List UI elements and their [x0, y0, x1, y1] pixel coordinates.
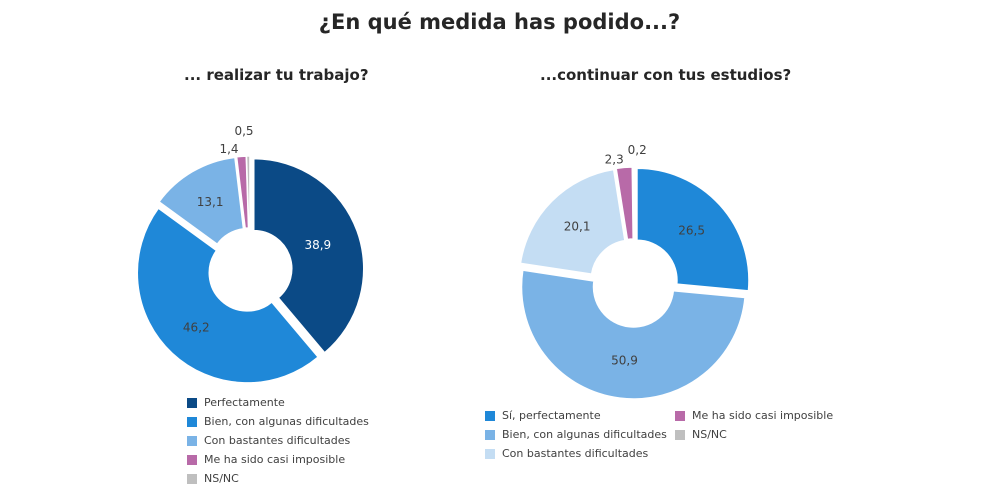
chart-1-slice-3 — [157, 156, 245, 246]
legend-item: Me ha sido casi imposible — [187, 450, 369, 469]
legend-label: Me ha sido casi imposible — [204, 453, 346, 466]
chart-1-legend: Perfectamente Bien, con algunas dificulta… — [187, 393, 369, 488]
legend-swatch — [485, 429, 495, 440]
chart-1-slice-2 — [136, 207, 320, 384]
chart-2-data-label-2: 50,9 — [611, 353, 638, 367]
legend-swatch — [187, 416, 197, 427]
chart-2-slice-2 — [520, 269, 746, 400]
chart-2-title: ...continuar con tus estudios? — [540, 66, 792, 84]
chart-2-data-label-4: 2,3 — [605, 152, 624, 166]
chart-1-title: ... realizar tu trabajo? — [184, 66, 369, 84]
chart-2-slice-5 — [631, 166, 635, 240]
chart-1-data-label-3: 13,1 — [197, 195, 224, 209]
chart-1-slice-1 — [253, 157, 365, 354]
legend-swatch — [485, 448, 495, 459]
legend-label: NS/NC — [692, 428, 727, 441]
legend-label: Con bastantes dificultades — [502, 447, 649, 460]
legend-item: Bien, con algunas dificultades — [187, 412, 369, 431]
legend-item: Con bastantes dificultades — [187, 431, 369, 450]
legend-label: Bien, con algunas dificultades — [502, 428, 667, 441]
chart-2-legend: Sí, perfectamente Me ha sido casi imposib… — [485, 406, 885, 463]
legend-item: NS/NC — [187, 469, 369, 488]
chart-2-data-label-3: 20,1 — [564, 219, 591, 233]
legend-swatch — [187, 473, 197, 484]
legend-item: Sí, perfectamente — [485, 406, 675, 425]
main-title: ¿En qué medida has podido...? — [318, 10, 681, 34]
legend-label: NS/NC — [204, 472, 239, 485]
legend-label: Me ha sido casi imposible — [692, 409, 834, 422]
chart-2-slice-3 — [519, 168, 626, 276]
legend-swatch — [675, 429, 685, 440]
legend-swatch — [187, 397, 197, 408]
legend-swatch — [675, 410, 685, 421]
legend-swatch — [187, 435, 197, 446]
legend-label: Perfectamente — [204, 396, 285, 409]
legend-item: NS/NC — [675, 425, 875, 444]
legend-swatch — [187, 454, 197, 465]
legend-label: Sí, perfectamente — [502, 409, 601, 422]
chart-2-data-label-1: 26,5 — [678, 224, 705, 238]
chart-2-slice-1 — [636, 167, 750, 292]
chart-1-data-label-1: 38,9 — [304, 238, 331, 252]
chart-1-slice-5 — [245, 155, 251, 229]
legend-label: Bien, con algunas dificultades — [204, 415, 369, 428]
legend-swatch — [485, 410, 495, 421]
legend-item: Bien, con algunas dificultades — [485, 425, 675, 444]
chart-2-data-label-5: 0,2 — [628, 143, 647, 157]
legend-item: Perfectamente — [187, 393, 369, 412]
chart-1-data-label-4: 1,4 — [219, 142, 238, 156]
legend-label: Con bastantes dificultades — [204, 434, 351, 447]
chart-1-data-label-5: 0,5 — [234, 124, 253, 138]
chart-1-data-label-2: 46,2 — [183, 321, 210, 335]
legend-item: Con bastantes dificultades — [485, 444, 675, 463]
legend-item: Me ha sido casi imposible — [675, 406, 875, 425]
